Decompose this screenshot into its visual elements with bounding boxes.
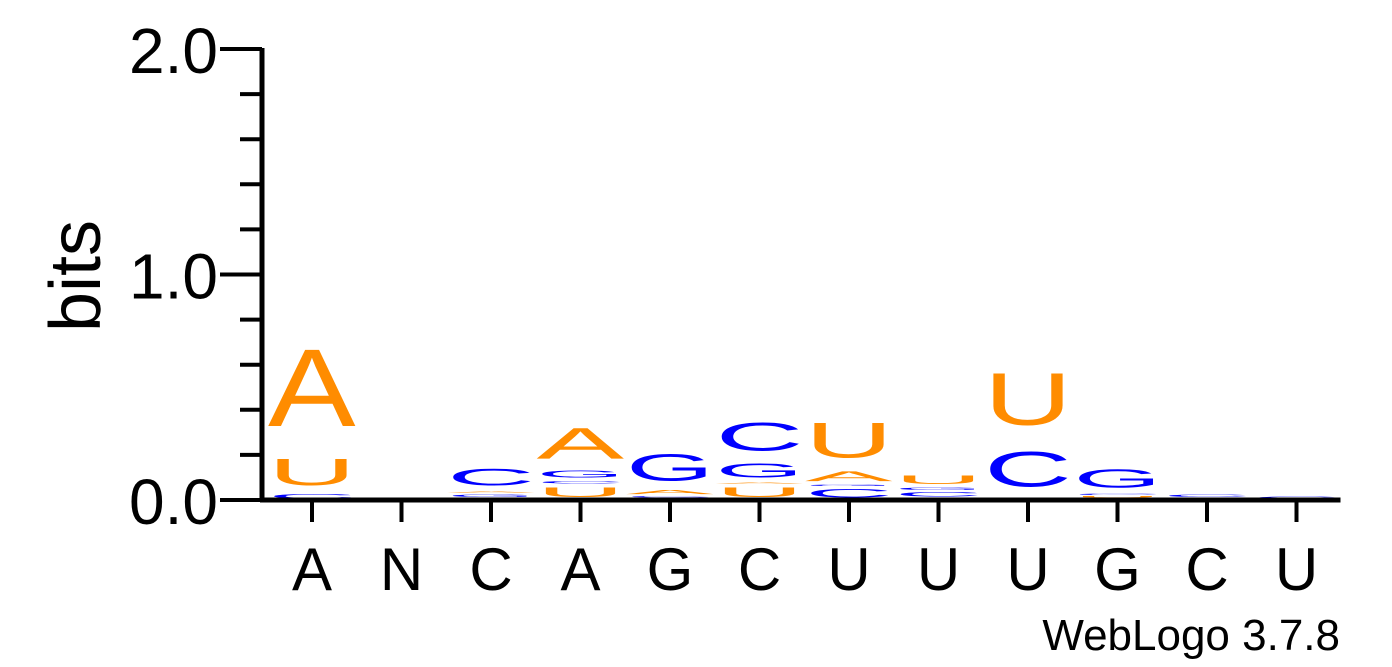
logo-letter-pos4-U: U xyxy=(537,484,625,500)
logo-letter-pos5-G: G xyxy=(626,446,714,489)
logo-letter-pos7-A: A xyxy=(805,468,894,484)
logo-letter-pos3-C: C xyxy=(447,464,535,491)
logo-letter-pos9-U: U xyxy=(984,359,1072,442)
y-tick-label: 0.0 xyxy=(129,466,218,538)
y-tick-label: 2.0 xyxy=(129,15,218,87)
letter-stacks: CUAUGACUCGAUCAGUAGCCGAUACGUACUAUCGACC xyxy=(268,326,1340,500)
x-tick-label: C xyxy=(469,536,512,603)
logo-letter-pos10-C: C xyxy=(1074,493,1162,495)
logo-letter-pos6-G: G xyxy=(716,459,804,482)
logo-letter-pos7-C: C xyxy=(805,487,893,500)
logo-letter-pos10-U: U xyxy=(1074,496,1162,498)
x-tick-label: N xyxy=(380,536,423,603)
x-tick-label: A xyxy=(560,536,600,603)
logo-letter-pos1-C: C xyxy=(268,493,356,500)
logo-letter-pos1-U: U xyxy=(268,451,356,494)
logo-letter-pos6-U: U xyxy=(716,484,804,500)
logo-letter-pos6-A: A xyxy=(716,482,804,484)
logo-letter-pos4-G: G xyxy=(537,468,625,479)
logo-letter-pos4-A: A xyxy=(537,418,625,468)
x-tick-label: U xyxy=(1275,536,1318,603)
logo-letter-pos3-A: A xyxy=(447,491,535,493)
logo-letter-pos5-A: A xyxy=(626,489,714,496)
logo-letter-pos4-C: C xyxy=(537,480,625,484)
axes: 0.01.02.0A N C A G C U U U G C U xyxy=(129,15,1341,603)
logo-letter-pos1-A: A xyxy=(268,326,356,450)
logo-letter-pos7-G: G xyxy=(805,484,893,486)
logo-letter-pos10-G: G xyxy=(1074,464,1162,493)
y-tick-label: 1.0 xyxy=(129,241,218,313)
logo-letter-pos8-C: C xyxy=(895,491,983,498)
weblogo-version: WebLogo 3.7.8 xyxy=(1042,611,1340,660)
x-tick-label: A xyxy=(292,536,332,603)
y-axis-label: bits xyxy=(36,220,116,332)
x-tick-label: U xyxy=(917,536,960,603)
logo-letter-pos8-G: G xyxy=(895,486,983,490)
logo-letter-pos3-G: G xyxy=(447,493,535,497)
logo-letter-pos6-C: C xyxy=(716,415,804,460)
logo-letter-pos8-U: U xyxy=(895,473,983,486)
x-tick-label: U xyxy=(827,536,870,603)
logo-letter-pos7-U: U xyxy=(805,412,893,468)
x-tick-label: U xyxy=(1006,536,1049,603)
x-tick-label: G xyxy=(1094,536,1141,603)
x-tick-label: G xyxy=(647,536,694,603)
logo-letter-pos5-C: C xyxy=(626,496,714,498)
logo-letter-pos9-C: C xyxy=(984,441,1072,497)
x-tick-label: C xyxy=(738,536,781,603)
logo-letter-pos11-C: C xyxy=(1163,493,1251,497)
x-tick-label: C xyxy=(1185,536,1228,603)
